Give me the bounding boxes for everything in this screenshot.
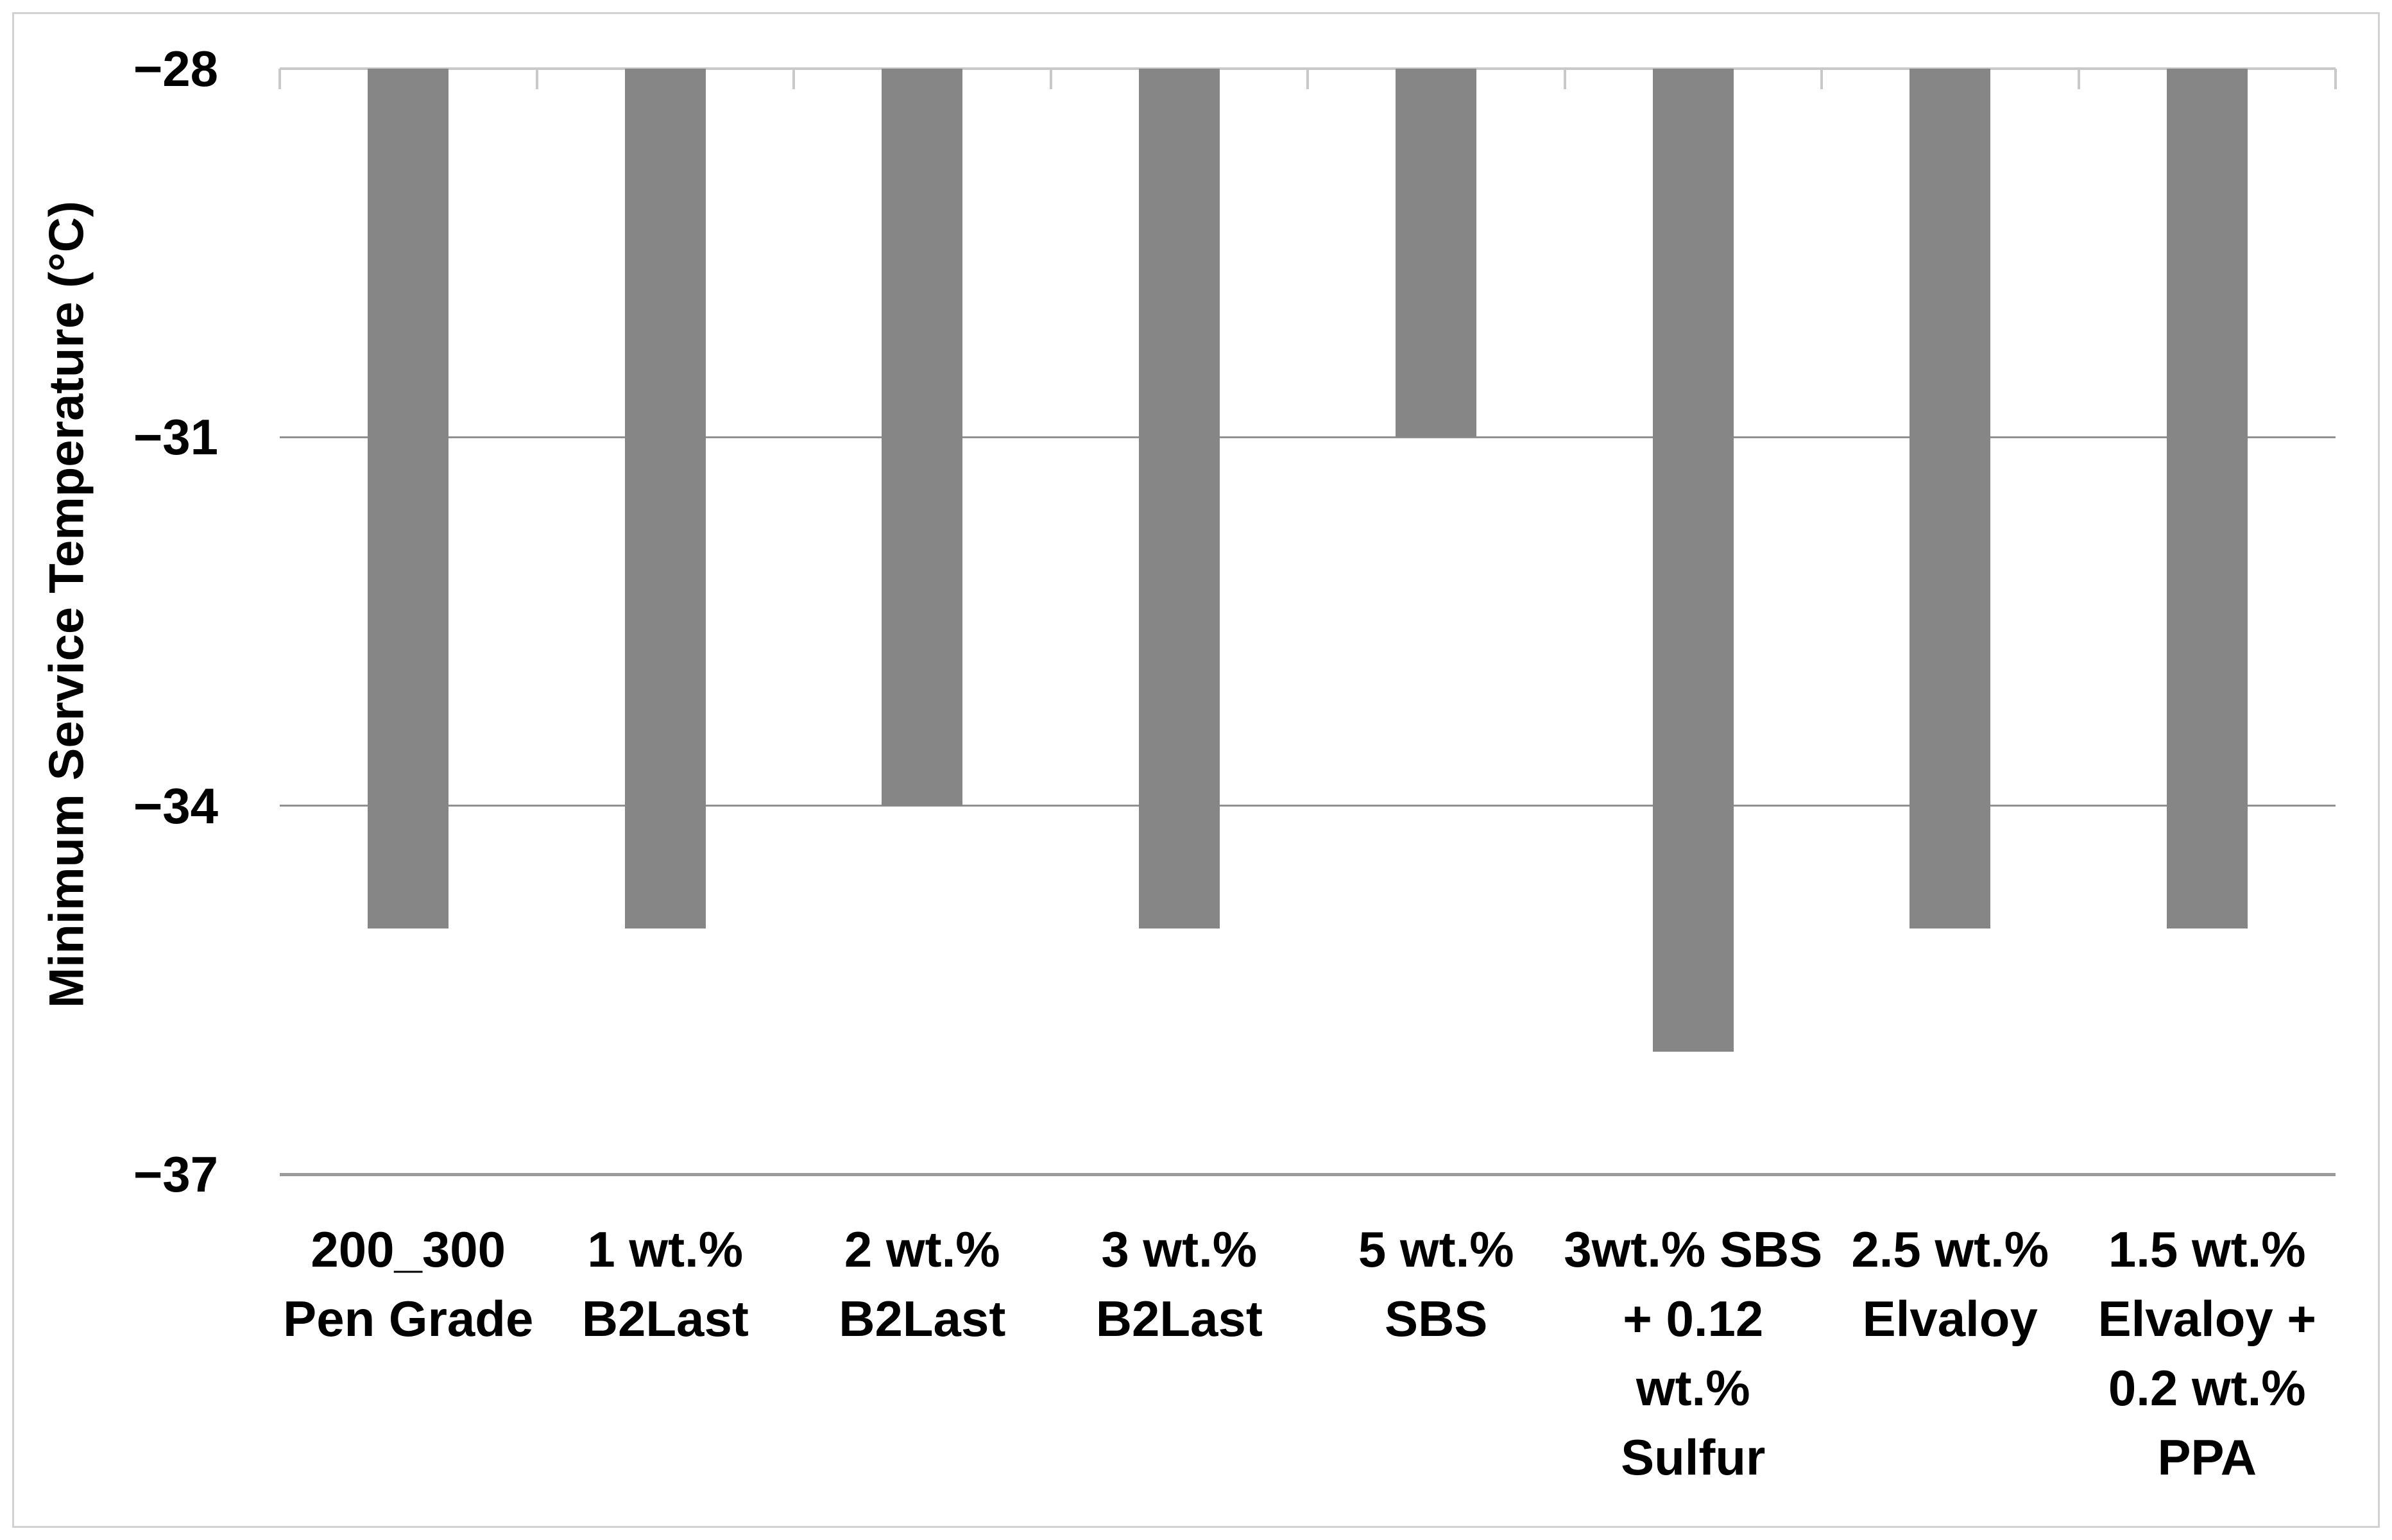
y-tick-label: −34 bbox=[133, 777, 218, 834]
category-boundary-tick bbox=[792, 69, 795, 89]
category-label-3: 2 wt.% B2Last bbox=[839, 1221, 1006, 1347]
y-axis-title: Minimum Service Temperature (°C) bbox=[39, 201, 94, 1008]
category-label-2: 1 wt.% B2Last bbox=[581, 1221, 749, 1347]
category-label-6: 3wt.% SBS + 0.12 wt.% Sulfur bbox=[1564, 1221, 1823, 1485]
category-label-4: 3 wt.% B2Last bbox=[1095, 1221, 1263, 1347]
y-tick-label: −31 bbox=[133, 409, 218, 466]
bar-3 bbox=[882, 69, 963, 806]
category-boundary-tick bbox=[1306, 69, 1309, 89]
gridline bbox=[280, 436, 2336, 438]
category-boundary-tick bbox=[1820, 69, 1823, 89]
bar-1 bbox=[368, 69, 449, 929]
category-label-7: 2.5 wt.% Elvaloy bbox=[1851, 1221, 2049, 1347]
category-label-5: 5 wt.% SBS bbox=[1358, 1221, 1514, 1347]
y-tick-label: −37 bbox=[133, 1146, 218, 1202]
plot-area bbox=[278, 67, 2337, 1176]
category-boundary-tick bbox=[1563, 69, 1566, 89]
bar-8 bbox=[2166, 69, 2248, 929]
category-boundary-tick bbox=[278, 69, 281, 89]
bar-5 bbox=[1396, 69, 1477, 438]
category-label-8: 1.5 wt.% Elvaloy + 0.2 wt.% PPA bbox=[2097, 1221, 2316, 1485]
bar-7 bbox=[1909, 69, 1991, 929]
category-boundary-tick bbox=[2077, 69, 2080, 89]
bar-6 bbox=[1652, 69, 1734, 1052]
y-tick-label: −28 bbox=[133, 40, 218, 97]
category-boundary-tick bbox=[1049, 69, 1052, 89]
bottom-axis-line bbox=[280, 1172, 2336, 1176]
bar-4 bbox=[1138, 69, 1220, 929]
gridline bbox=[280, 805, 2336, 807]
bar-2 bbox=[624, 69, 706, 929]
category-boundary-tick bbox=[535, 69, 538, 89]
category-label-1: 200_300 Pen Grade bbox=[283, 1221, 534, 1347]
category-boundary-tick bbox=[2334, 69, 2337, 89]
figure-border bbox=[12, 12, 2380, 1528]
